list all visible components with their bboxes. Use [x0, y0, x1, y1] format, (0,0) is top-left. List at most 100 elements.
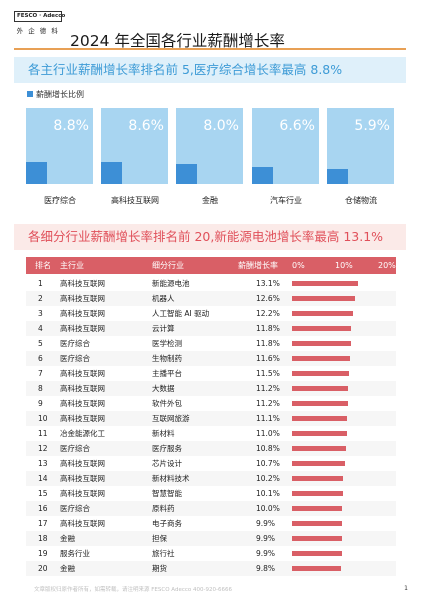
sub-industry-cell: 机器人	[152, 294, 175, 303]
bar	[292, 326, 351, 331]
industry-cell: 高科技互联网	[60, 414, 105, 423]
category-label: 金融	[202, 196, 218, 205]
industry-cell: 高科技互联网	[60, 489, 105, 498]
top5-bar-chart: 8.8% 8.6% 8.0% 6.6% 5.9%	[0, 108, 424, 184]
rank-cell: 13	[38, 459, 48, 468]
rate-cell: 13.1%	[256, 279, 280, 288]
rate-cell: 10.2%	[256, 474, 280, 483]
data-label: 8.0%	[203, 118, 239, 134]
rate-cell: 10.7%	[256, 459, 280, 468]
table-row: 14 高科技互联网 新材料技术 10.2%	[26, 471, 396, 486]
bar	[327, 169, 348, 184]
bar	[292, 416, 347, 421]
rate-cell: 9.9%	[256, 534, 276, 543]
rate-cell: 9.9%	[256, 519, 276, 528]
bar	[292, 356, 350, 361]
rate-cell: 10.8%	[256, 444, 280, 453]
rate-cell: 11.1%	[256, 414, 280, 423]
rate-cell: 11.2%	[256, 399, 280, 408]
legend-swatch	[27, 91, 33, 97]
rank-cell: 12	[38, 444, 48, 453]
rank-cell: 17	[38, 519, 48, 528]
industry-cell: 高科技互联网	[60, 459, 105, 468]
rank-cell: 1	[38, 279, 43, 288]
industry-cell: 高科技互联网	[60, 399, 105, 408]
sub-industry-cell: 软件外包	[152, 399, 182, 408]
rank-cell: 8	[38, 384, 43, 393]
rate-cell: 10.0%	[256, 504, 280, 513]
rate-cell: 11.2%	[256, 384, 280, 393]
industry-cell: 高科技互联网	[60, 369, 105, 378]
bar	[292, 281, 358, 286]
industry-cell: 高科技互联网	[60, 384, 105, 393]
industry-cell: 高科技互联网	[60, 324, 105, 333]
scale-tick-label: 0%	[292, 261, 305, 270]
industry-cell: 医疗综合	[60, 354, 90, 363]
legend: 薪酬增长比例	[27, 89, 84, 100]
table-row: 16 医疗综合 原料药 10.0%	[26, 501, 396, 516]
rank-cell: 9	[38, 399, 43, 408]
bar	[292, 506, 342, 511]
col-rank-header: 排名	[35, 261, 51, 270]
rate-cell: 12.6%	[256, 294, 280, 303]
table-row: 9 高科技互联网 软件外包 11.2%	[26, 396, 396, 411]
table-header: 排名 主行业 细分行业 薪酬增长率 0% 10% 20%	[26, 257, 396, 274]
logo-brand: FESCO · Adecco	[14, 11, 65, 22]
rank-cell: 20	[38, 564, 48, 573]
rate-cell: 11.8%	[256, 339, 280, 348]
sub-industry-cell: 新材料技术	[152, 474, 190, 483]
col-industry-header: 主行业	[60, 261, 84, 270]
page-number: 1	[404, 585, 408, 592]
bar	[292, 296, 355, 301]
data-label: 5.9%	[354, 118, 390, 134]
company-logo: FESCO · Adecco 外 企 德 科	[14, 11, 65, 39]
bar	[292, 446, 346, 451]
table-row: 1 高科技互联网 新能源电池 13.1%	[26, 276, 396, 291]
sub-industry-cell: 云计算	[152, 324, 175, 333]
logo-subtitle: 外 企 德 科	[16, 27, 60, 35]
industry-cell: 医疗综合	[60, 504, 90, 513]
col-rate-header: 薪酬增长率	[238, 261, 278, 270]
sub-industry-cell: 医学检测	[152, 339, 182, 348]
sub-industry-cell: 互联网旅游	[152, 414, 190, 423]
bar	[292, 386, 348, 391]
industry-cell: 高科技互联网	[60, 294, 105, 303]
scale-tick-label: 20%	[378, 261, 396, 270]
bar	[292, 551, 342, 556]
data-label: 8.6%	[128, 118, 164, 134]
rate-cell: 9.9%	[256, 549, 276, 558]
table-row: 11 冶金能源化工 新材料 11.0%	[26, 426, 396, 441]
table-row: 17 高科技互联网 电子商务 9.9%	[26, 516, 396, 531]
rank-cell: 11	[38, 429, 48, 438]
industry-cell: 高科技互联网	[60, 474, 105, 483]
bar	[26, 162, 47, 184]
rate-cell: 11.5%	[256, 369, 280, 378]
sub-industry-cell: 担保	[152, 534, 167, 543]
rank-cell: 3	[38, 309, 43, 318]
industry-cell: 金融	[60, 564, 75, 573]
industry-cell: 金融	[60, 534, 75, 543]
rank-cell: 4	[38, 324, 43, 333]
bar	[292, 521, 342, 526]
data-label: 6.6%	[279, 118, 315, 134]
sub-industry-cell: 新材料	[152, 429, 175, 438]
category-label: 高科技互联网	[111, 196, 159, 205]
sub-industry-cell: 智慧智能	[152, 489, 182, 498]
table-row: 20 金融 期货 9.8%	[26, 561, 396, 576]
rank-cell: 16	[38, 504, 48, 513]
bar	[176, 164, 197, 184]
rate-cell: 10.1%	[256, 489, 280, 498]
table-row: 6 医疗综合 生物制药 11.6%	[26, 351, 396, 366]
category-label: 汽车行业	[270, 196, 302, 205]
category-label: 仓储物流	[345, 196, 377, 205]
bar-card: 6.6%	[252, 108, 319, 184]
rank-cell: 15	[38, 489, 48, 498]
rank-cell: 10	[38, 414, 48, 423]
bar-card: 8.6%	[101, 108, 168, 184]
table-row: 15 高科技互联网 智慧智能 10.1%	[26, 486, 396, 501]
rank-cell: 6	[38, 354, 43, 363]
bar	[252, 167, 273, 184]
page-title: 2024 年全国各行业薪酬增长率	[70, 32, 285, 50]
table-row: 18 金融 担保 9.9%	[26, 531, 396, 546]
sub-industry-cell: 人工智能 AI 驱动	[152, 309, 210, 318]
